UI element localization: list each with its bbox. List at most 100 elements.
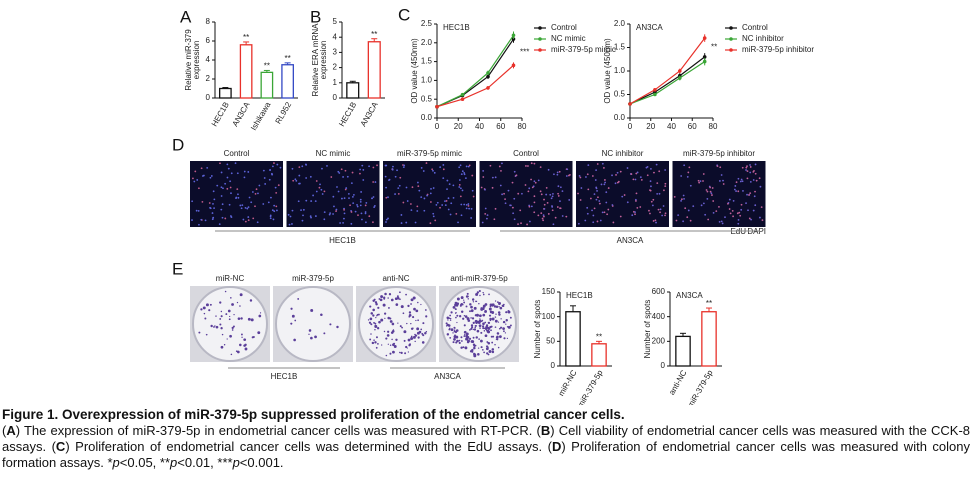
cell: [545, 193, 548, 196]
legend-marker: [729, 48, 733, 52]
colony: [470, 327, 473, 330]
cell: [396, 169, 398, 172]
cell: [584, 219, 587, 222]
cell: [598, 200, 601, 202]
cell: [472, 195, 475, 198]
cell: [658, 170, 661, 173]
cell: [344, 169, 347, 172]
cell: [332, 195, 335, 198]
cell: [687, 209, 690, 212]
cell: [356, 203, 358, 206]
colony: [414, 334, 418, 337]
cell: [277, 184, 280, 187]
cell: [596, 163, 599, 165]
cell: [364, 212, 367, 215]
cell: [224, 217, 227, 220]
colony: [481, 320, 483, 323]
colony: [459, 315, 462, 318]
colony: [250, 318, 254, 322]
colony: [390, 331, 394, 334]
cell: [689, 219, 692, 222]
caption-ref: D: [551, 439, 562, 454]
cell: [406, 200, 409, 202]
colony: [257, 331, 261, 335]
colony: [415, 309, 419, 313]
cell: [745, 166, 748, 169]
cell: [504, 198, 506, 201]
colony: [404, 352, 407, 355]
cell: [503, 192, 505, 195]
cell: [442, 164, 445, 166]
colony: [425, 330, 428, 333]
cell: [547, 168, 550, 171]
colony: [484, 321, 487, 324]
cell: [504, 202, 507, 205]
cell: [606, 213, 609, 216]
cell: [448, 183, 451, 185]
cell: [603, 167, 605, 169]
cell: [328, 213, 331, 216]
colony: [488, 314, 492, 317]
cell: [252, 217, 255, 220]
cell: [546, 201, 549, 204]
colony: [412, 316, 415, 319]
cell: [329, 212, 332, 215]
cell: [470, 207, 473, 210]
colony: [424, 309, 427, 311]
point: [486, 74, 490, 79]
chart-title: AN3CA: [636, 23, 663, 32]
cell: [653, 171, 655, 174]
colony: [474, 326, 476, 329]
point: [628, 102, 632, 106]
cell: [749, 192, 752, 195]
x-tick-label: AN3CA: [359, 100, 380, 128]
cell: [586, 212, 589, 215]
colony: [449, 336, 452, 339]
cell: [481, 221, 484, 224]
series-line: [629, 56, 706, 105]
cell: [540, 193, 543, 196]
cell: [500, 170, 502, 172]
significance: ***: [520, 47, 529, 56]
cell: [528, 187, 531, 190]
colony: [488, 293, 490, 296]
colony: [232, 325, 235, 328]
cell: [540, 212, 543, 215]
cell: [654, 219, 657, 222]
cell: [332, 213, 334, 215]
significance: **: [711, 43, 717, 52]
colony: [370, 312, 374, 315]
colony: [470, 309, 474, 313]
cell: [494, 176, 497, 179]
cell: [712, 200, 715, 202]
x-tick-label: AN3CA: [231, 100, 252, 128]
cell: [542, 214, 545, 217]
x-tick-label: 20: [454, 122, 463, 131]
colony: [407, 338, 411, 342]
colony: [240, 333, 243, 336]
cell: [680, 175, 683, 177]
cell: [230, 216, 233, 218]
cell: [447, 197, 450, 200]
cell: [631, 214, 634, 217]
colony: [372, 308, 375, 312]
cell: [348, 197, 350, 200]
colony: [462, 346, 465, 349]
colony: [214, 325, 216, 327]
cell: [559, 186, 562, 189]
cell: [704, 213, 707, 216]
colony: [408, 344, 411, 347]
colony: [379, 298, 383, 302]
y-axis-label-line: Number of spots: [533, 300, 542, 359]
x-tick-label: HEC1B: [210, 101, 231, 129]
cell: [468, 164, 471, 167]
cell: [755, 179, 758, 182]
cell: [706, 197, 709, 200]
colony: [391, 322, 395, 326]
x-tick-label: miR-379-5p: [576, 368, 605, 405]
cell: [237, 196, 240, 199]
cell: [692, 205, 695, 208]
colony: [477, 353, 480, 356]
cell: [344, 188, 347, 191]
cell: [700, 204, 703, 207]
